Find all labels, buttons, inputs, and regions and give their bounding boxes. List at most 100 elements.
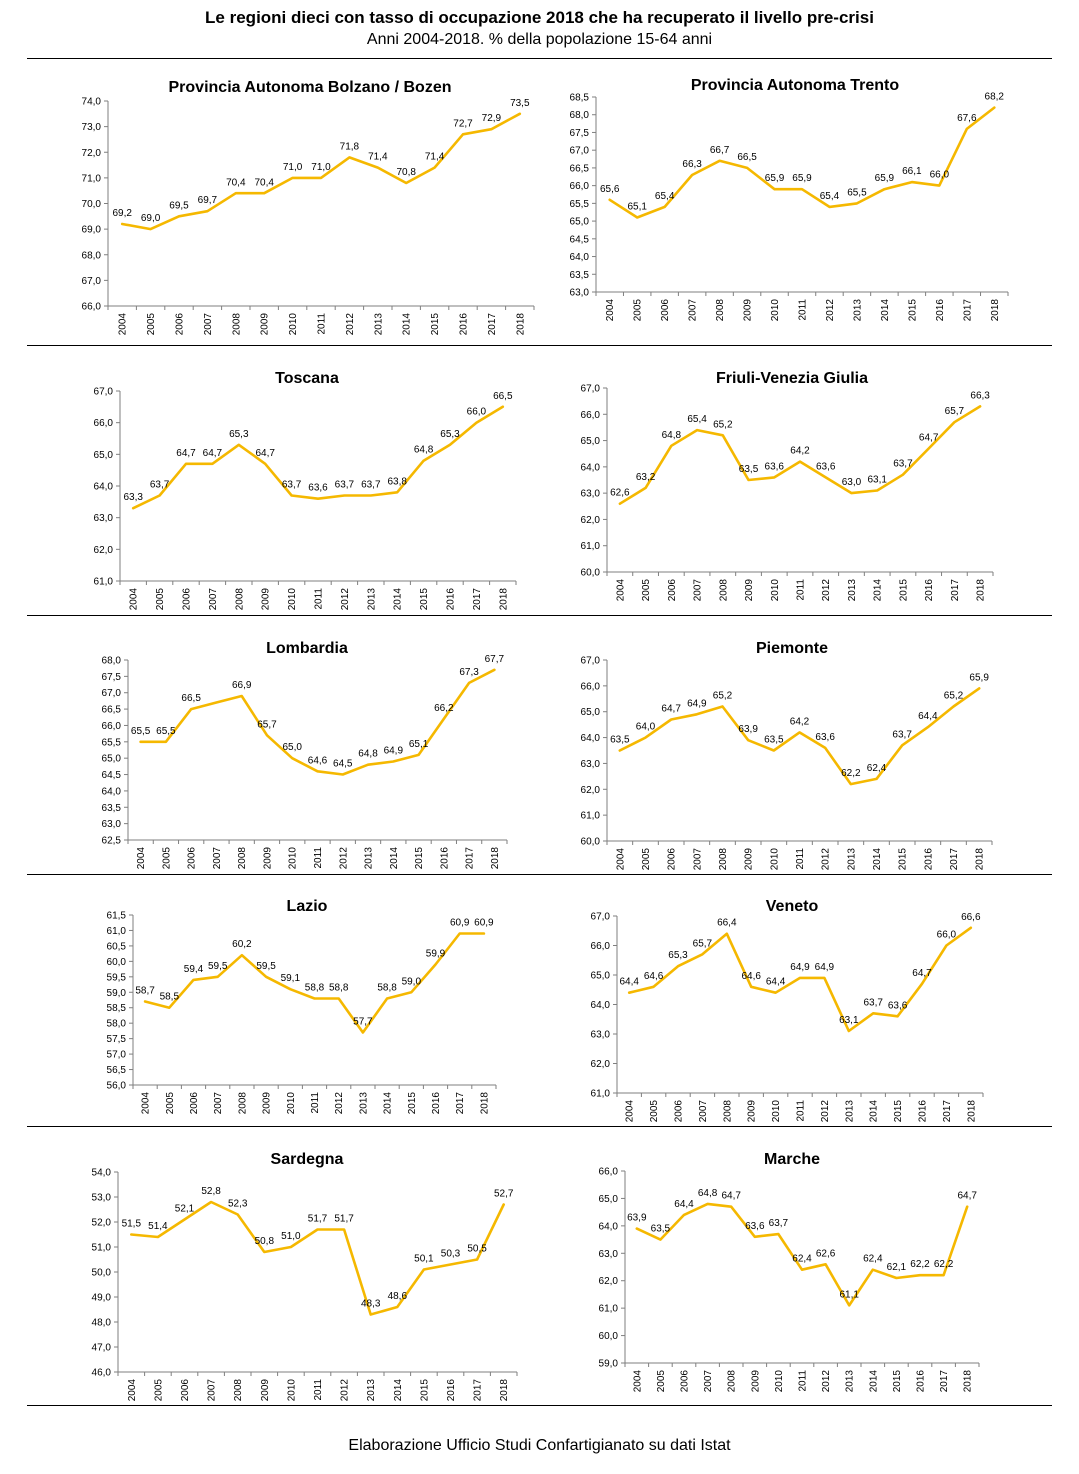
x-tick-label: 2016 xyxy=(431,1092,442,1115)
data-label: 65,1 xyxy=(409,739,429,750)
y-tick-label: 63,5 xyxy=(570,270,590,281)
x-tick-label: 2007 xyxy=(693,579,704,602)
x-tick-label: 2012 xyxy=(825,299,836,322)
y-tick-label: 70,0 xyxy=(82,199,102,210)
y-tick-label: 63,0 xyxy=(94,513,114,524)
chart-title: Provincia Autonoma Bolzano / Bozen xyxy=(169,79,452,96)
x-tick-label: 2006 xyxy=(189,1092,200,1115)
data-label: 59,5 xyxy=(256,961,276,972)
x-tick-label: 2016 xyxy=(459,313,470,336)
x-tick-label: 2005 xyxy=(161,847,172,870)
data-label: 63,5 xyxy=(651,1224,671,1235)
x-tick-label: 2009 xyxy=(743,299,754,322)
data-label: 64,7 xyxy=(255,448,275,459)
data-label: 50,1 xyxy=(414,1254,434,1265)
y-tick-label: 66,0 xyxy=(102,721,122,732)
x-tick-label: 2017 xyxy=(949,848,960,871)
data-label: 64,4 xyxy=(674,1199,694,1210)
data-label: 63,1 xyxy=(867,475,887,486)
x-tick-label: 2014 xyxy=(383,1092,394,1115)
data-label: 63,9 xyxy=(738,724,758,735)
x-tick-label: 2015 xyxy=(898,848,909,871)
data-label: 66,0 xyxy=(467,407,487,418)
x-tick-label: 2009 xyxy=(744,579,755,602)
y-tick-label: 64,0 xyxy=(581,462,601,473)
x-tick-label: 2011 xyxy=(313,1379,324,1401)
x-tick-label: 2004 xyxy=(632,1370,643,1393)
data-label: 48,3 xyxy=(361,1299,381,1310)
x-tick-label: 2010 xyxy=(288,313,299,336)
y-tick-label: 65,5 xyxy=(570,199,590,210)
y-tick-label: 67,0 xyxy=(591,912,611,923)
x-tick-label: 2010 xyxy=(769,848,780,871)
x-tick-label: 2017 xyxy=(487,313,498,336)
y-tick-label: 60,0 xyxy=(581,837,601,848)
x-tick-label: 2010 xyxy=(286,1379,297,1402)
y-tick-label: 62,0 xyxy=(581,515,601,526)
y-tick-label: 62,0 xyxy=(94,545,114,556)
data-label: 50,5 xyxy=(467,1244,487,1255)
y-tick-label: 73,0 xyxy=(82,122,102,133)
x-tick-label: 2018 xyxy=(963,1370,974,1393)
x-tick-label: 2018 xyxy=(499,1379,510,1402)
x-tick-label: 2005 xyxy=(641,848,652,871)
y-tick-label: 51,0 xyxy=(92,1243,112,1254)
y-tick-label: 64,0 xyxy=(581,733,601,744)
data-label: 64,8 xyxy=(698,1188,718,1199)
y-tick-label: 46,0 xyxy=(92,1368,112,1379)
x-tick-label: 2007 xyxy=(698,1100,709,1123)
chart-title: Piemonte xyxy=(756,640,828,657)
x-tick-label: 2013 xyxy=(364,847,375,870)
x-tick-label: 2014 xyxy=(389,847,400,870)
x-tick-label: 2015 xyxy=(407,1092,418,1115)
x-tick-label: 2008 xyxy=(233,1379,244,1402)
y-tick-label: 65,0 xyxy=(599,1194,619,1205)
y-tick-label: 66,0 xyxy=(599,1167,619,1178)
data-label: 70,4 xyxy=(226,177,246,188)
y-tick-label: 68,0 xyxy=(570,110,590,121)
x-tick-label: 2010 xyxy=(287,588,298,611)
data-label: 62,6 xyxy=(610,488,630,499)
y-tick-label: 52,0 xyxy=(92,1218,112,1229)
data-label: 62,2 xyxy=(910,1259,930,1270)
y-tick-label: 62,0 xyxy=(581,785,601,796)
x-tick-label: 2005 xyxy=(146,313,157,336)
y-tick-label: 74,0 xyxy=(82,97,102,108)
y-tick-label: 64,0 xyxy=(94,482,114,493)
x-tick-label: 2014 xyxy=(402,313,413,336)
data-label: 58,8 xyxy=(329,982,349,993)
x-tick-label: 2004 xyxy=(615,579,626,602)
data-label: 62,2 xyxy=(934,1259,954,1270)
y-tick-label: 68,5 xyxy=(570,93,590,104)
y-tick-label: 59,0 xyxy=(599,1359,619,1370)
x-tick-label: 2011 xyxy=(313,847,324,869)
x-tick-label: 2016 xyxy=(446,588,457,611)
data-label: 64,2 xyxy=(790,446,810,457)
x-tick-label: 2005 xyxy=(165,1092,176,1115)
chart-title: Veneto xyxy=(766,898,819,915)
y-tick-label: 61,0 xyxy=(94,577,114,588)
data-label: 52,7 xyxy=(494,1189,514,1200)
data-label: 65,9 xyxy=(765,173,785,184)
x-tick-label: 2012 xyxy=(338,847,349,870)
x-tick-label: 2014 xyxy=(868,1370,879,1393)
y-tick-label: 61,0 xyxy=(591,1089,611,1100)
y-tick-label: 60,0 xyxy=(107,957,127,968)
data-label: 65,1 xyxy=(627,202,647,213)
data-label: 65,9 xyxy=(875,173,895,184)
x-tick-label: 2006 xyxy=(182,588,193,611)
y-tick-label: 59,0 xyxy=(107,988,127,999)
data-label: 65,2 xyxy=(713,419,733,430)
data-label: 62,1 xyxy=(887,1262,907,1273)
y-tick-label: 62,0 xyxy=(591,1059,611,1070)
data-label: 71,4 xyxy=(368,152,388,163)
data-label: 67,3 xyxy=(459,667,479,678)
data-label: 64,7 xyxy=(957,1191,977,1202)
x-tick-label: 2006 xyxy=(180,1379,191,1402)
data-label: 64,9 xyxy=(815,962,835,973)
y-tick-label: 63,0 xyxy=(581,759,601,770)
data-label: 63,0 xyxy=(842,477,862,488)
divider xyxy=(27,345,1052,346)
chart-title: Marche xyxy=(764,1151,820,1168)
data-label: 65,7 xyxy=(693,938,713,949)
